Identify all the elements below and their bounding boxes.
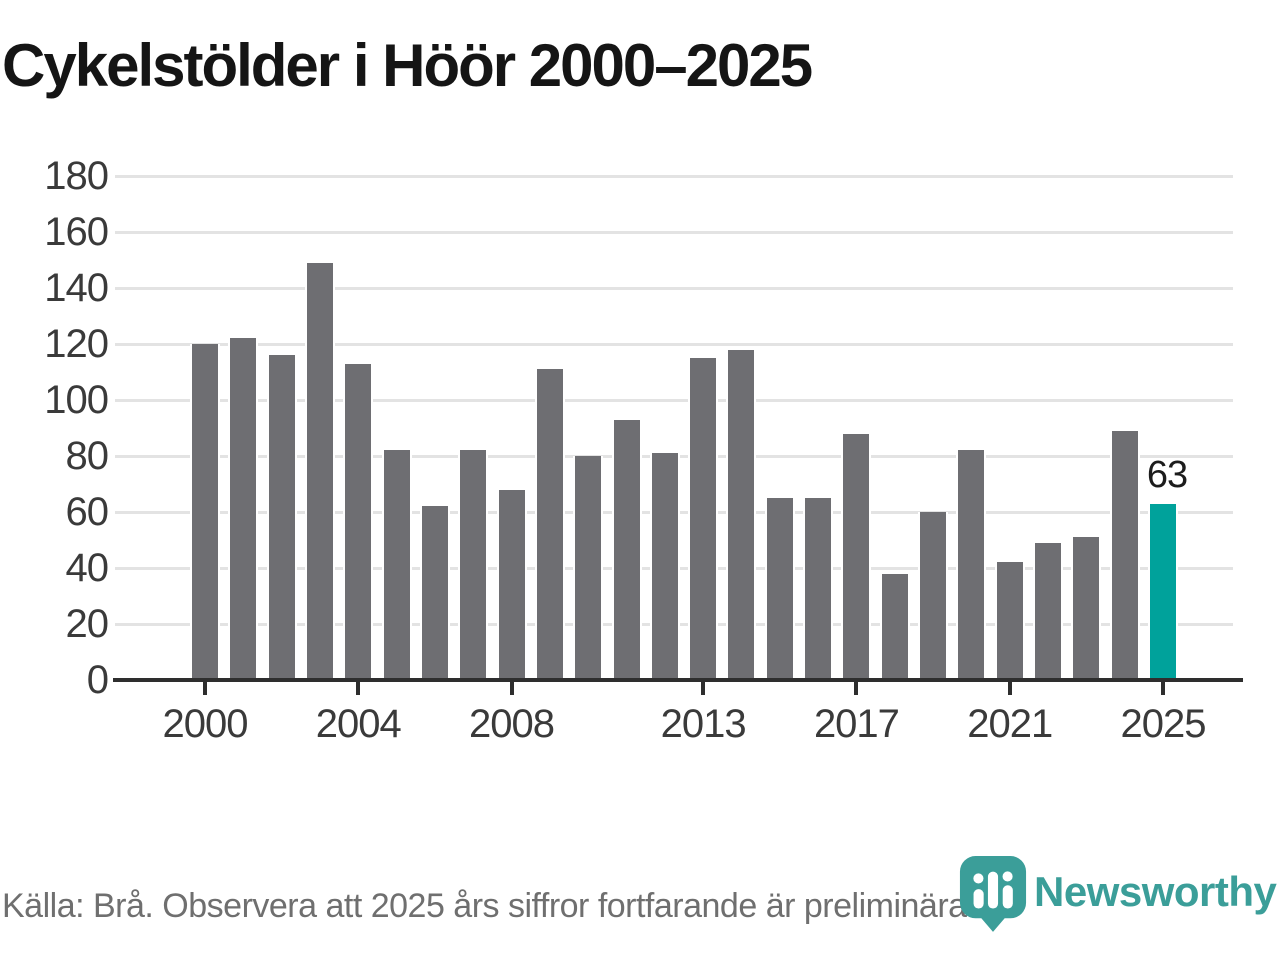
bar-2011 [611, 419, 642, 680]
bar-2025 [1148, 503, 1178, 680]
highlight-value-label: 63 [1146, 453, 1188, 496]
bar-2005 [381, 450, 412, 680]
bar-2023 [1071, 537, 1102, 680]
y-axis-label-120: 120 [44, 322, 109, 366]
x-axis-tick-2021 [1007, 682, 1012, 695]
y-axis-label-20: 20 [65, 602, 110, 646]
bar-2004 [343, 363, 374, 680]
x-axis-tick-2017 [854, 682, 859, 695]
y-axis-label-140: 140 [44, 266, 109, 310]
gridline-120 [115, 343, 1233, 346]
newsworthy-logo: Newsworthy [958, 854, 1280, 938]
bar-2019 [918, 512, 949, 680]
x-axis-label-2021: 2021 [967, 702, 1053, 746]
source-note: Källa: Brå. Observera att 2025 års siffr… [2, 887, 976, 925]
bar-2006 [419, 506, 450, 680]
bar-2001 [228, 338, 259, 680]
bar-2021 [994, 562, 1025, 680]
bar-2003 [304, 262, 335, 680]
x-axis-label-2017: 2017 [813, 702, 900, 746]
y-axis-label-80: 80 [65, 434, 110, 478]
bar-2014 [726, 349, 757, 680]
x-axis-label-2013: 2013 [660, 702, 747, 746]
bar-2022 [1033, 542, 1064, 680]
y-axis-label-180: 180 [44, 154, 109, 198]
bar-2002 [266, 355, 297, 680]
gridline-160 [115, 231, 1233, 234]
bar-2008 [496, 489, 527, 680]
x-axis-label-2025: 2025 [1120, 702, 1207, 746]
bar-2016 [803, 498, 834, 680]
bar-2015 [764, 498, 795, 680]
bar-2012 [649, 453, 680, 680]
x-axis-line [113, 678, 1243, 682]
bar-2013 [688, 358, 719, 680]
x-axis-tick-2013 [701, 682, 706, 695]
newsworthy-wordmark: Newsworthy [1034, 868, 1277, 915]
bar-2018 [879, 573, 910, 680]
x-axis-tick-2025 [1161, 682, 1165, 695]
gridline-100 [115, 399, 1233, 402]
bar-2017 [841, 433, 872, 680]
y-axis-label-60: 60 [65, 490, 110, 534]
bar-2024 [1109, 430, 1140, 680]
y-axis-label-40: 40 [65, 546, 110, 590]
gridline-180 [115, 175, 1233, 178]
y-axis-label-100: 100 [44, 378, 109, 422]
y-axis-label-160: 160 [44, 210, 109, 254]
y-axis-label-0: 0 [86, 658, 109, 702]
bar-2009 [534, 369, 565, 680]
bar-2020 [956, 450, 987, 680]
gridline-140 [115, 287, 1233, 290]
x-axis-label-2000: 2000 [162, 702, 249, 746]
x-axis-tick-2008 [509, 682, 514, 695]
x-axis-label-2008: 2008 [469, 702, 555, 746]
x-axis-tick-2000 [203, 682, 207, 695]
x-axis-tick-2004 [356, 682, 361, 695]
x-axis-label-2004: 2004 [315, 702, 402, 746]
bar-2007 [458, 450, 489, 680]
chart-title: Cykelstölder i Höör 2000–2025 [2, 32, 813, 99]
bar-2010 [573, 456, 604, 680]
bar-2000 [190, 344, 220, 680]
